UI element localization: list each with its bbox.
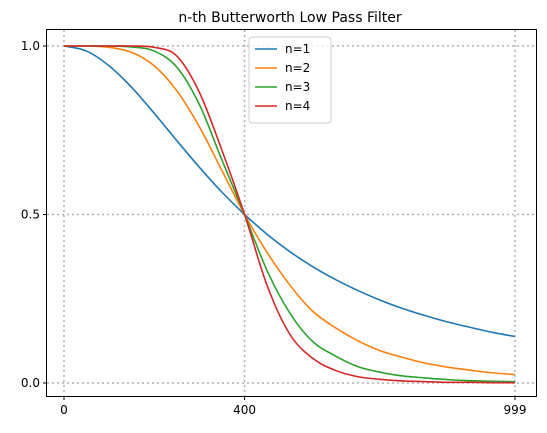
legend-label: n=1	[285, 42, 310, 56]
legend-label: n=2	[285, 61, 310, 75]
legend: n=1 n=2 n=3 n=4	[248, 36, 332, 124]
series-line-1	[63, 45, 516, 338]
series-lines	[63, 45, 516, 384]
axis-ticks: 0 400 999 0.0 0.5 1.0	[21, 39, 527, 417]
legend-label: n=3	[285, 80, 310, 94]
x-tick-label: 999	[504, 403, 527, 417]
x-tick-label: 0	[60, 403, 68, 417]
legend-box	[248, 36, 332, 124]
plot-frame	[46, 29, 537, 397]
y-tick-label: 1.0	[21, 39, 40, 53]
chart-title: n-th Butterworth Low Pass Filter	[178, 10, 402, 26]
series-line-4	[64, 45, 516, 384]
y-tick-label: 0.0	[21, 376, 40, 390]
legend-label: n=4	[285, 99, 310, 113]
x-tick-label: 400	[233, 403, 256, 417]
y-tick-label: 0.5	[21, 208, 40, 222]
series-line-3	[64, 45, 516, 383]
series-line-2	[63, 45, 516, 376]
